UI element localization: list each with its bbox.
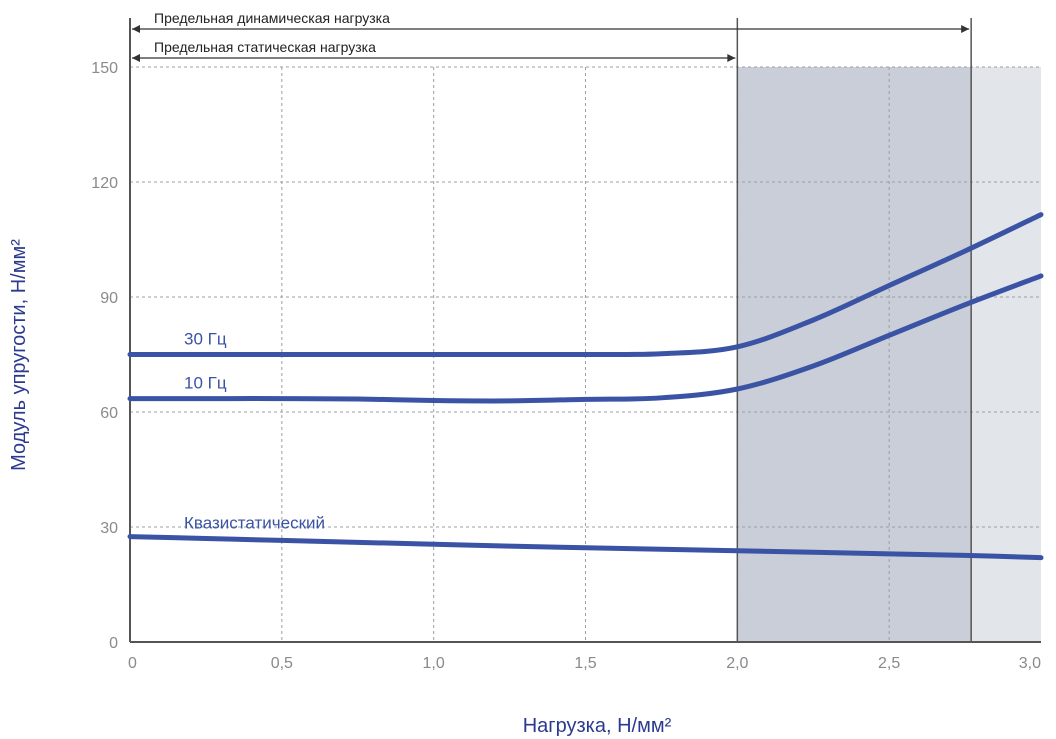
x-tick-label: 0,5 bbox=[271, 655, 293, 672]
x-tick-label: 0 bbox=[128, 655, 137, 672]
x-tick-label: 2,5 bbox=[878, 655, 900, 672]
series-line bbox=[127, 534, 1044, 561]
series-label: Квазистатический bbox=[184, 514, 325, 533]
shaded-region bbox=[971, 67, 1041, 642]
x-axis-title: Нагрузка, Н/мм² bbox=[523, 715, 672, 737]
x-tick-label: 1,0 bbox=[423, 655, 445, 672]
grid-lines bbox=[130, 66, 1041, 642]
y-tick-label: 30 bbox=[100, 520, 118, 537]
range-arrow-head-left bbox=[132, 54, 140, 62]
y-axis-title: Модуль упругости, Н/мм² bbox=[8, 239, 30, 471]
range-annotation-label: Предельная статическая нагрузка bbox=[154, 39, 376, 55]
shaded-regions bbox=[737, 67, 1041, 642]
shaded-region bbox=[737, 67, 972, 642]
x-tick-label: 3,0 bbox=[1019, 655, 1041, 672]
series-line bbox=[127, 212, 1044, 358]
y-tick-label: 150 bbox=[91, 60, 118, 77]
series-label: 10 Гц bbox=[184, 374, 227, 393]
x-tick-label: 2,0 bbox=[726, 655, 748, 672]
series-lines bbox=[127, 212, 1044, 561]
tick-labels: 0 0,5 1,0 1,5 2,0 2,5 3,0 0 30 60 90 120 150 bbox=[91, 60, 1041, 672]
range-arrow-head-right bbox=[727, 54, 736, 62]
range-annotation-label: Предельная динамическая нагрузка bbox=[154, 10, 390, 26]
y-tick-label: 90 bbox=[100, 290, 118, 307]
range-annotations: Предельная динамическая нагрузка Предельн… bbox=[132, 10, 970, 62]
x-tick-label: 1,5 bbox=[574, 655, 596, 672]
series-label: 30 Гц bbox=[184, 330, 227, 349]
series-labels: 30 Гц 10 Гц Квазистатический bbox=[184, 330, 325, 533]
range-arrow-head-left bbox=[132, 25, 140, 33]
y-tick-label: 60 bbox=[100, 405, 118, 422]
series-line bbox=[127, 273, 1044, 404]
y-tick-label: 120 bbox=[91, 175, 118, 192]
y-tick-label: 0 bbox=[109, 635, 118, 652]
range-arrow-head-right bbox=[961, 25, 970, 33]
